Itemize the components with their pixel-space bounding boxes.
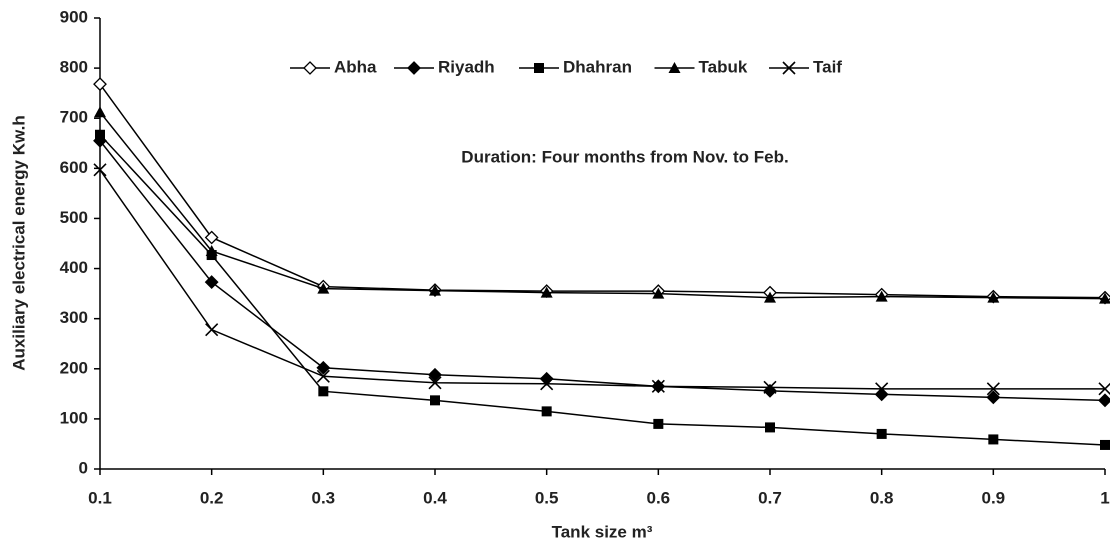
marker: [765, 422, 775, 433]
marker: [668, 62, 681, 73]
marker: [428, 376, 442, 390]
y-tick-label: 900: [60, 7, 88, 26]
x-tick-label: 0.8: [870, 488, 894, 507]
marker: [204, 275, 219, 290]
marker: [318, 386, 329, 397]
marker: [534, 63, 544, 73]
marker: [1100, 439, 1110, 450]
y-tick-label: 600: [60, 158, 88, 177]
y-tick-label: 800: [60, 58, 88, 77]
x-tick-label: 0.2: [200, 488, 224, 507]
marker: [316, 360, 331, 375]
legend-label: Dhahran: [563, 57, 632, 76]
series-line: [99, 83, 1106, 299]
y-tick-label: 500: [60, 208, 88, 227]
marker: [986, 382, 1000, 396]
marker: [874, 387, 889, 402]
marker: [782, 61, 796, 75]
marker: [540, 286, 553, 298]
x-tick-label: 0.6: [647, 488, 671, 507]
marker: [875, 382, 889, 396]
marker: [1098, 382, 1110, 396]
marker: [205, 323, 219, 337]
y-tick-label: 700: [60, 108, 88, 127]
marker: [764, 291, 776, 303]
marker: [653, 418, 664, 429]
marker: [317, 282, 330, 294]
series-line: [99, 169, 1105, 390]
marker: [430, 395, 440, 406]
marker: [93, 163, 107, 177]
marker: [93, 77, 107, 92]
marker: [541, 406, 552, 417]
marker: [763, 380, 777, 394]
annotation: Duration: Four months from Nov. to Feb.: [461, 147, 788, 166]
legend-label: Taif: [813, 57, 842, 76]
x-axis-label: Tank size m³: [552, 522, 653, 541]
x-tick-label: 0.1: [88, 488, 112, 507]
y-tick-label: 400: [60, 258, 88, 277]
marker: [986, 390, 1001, 405]
marker: [429, 284, 441, 296]
series-line: [99, 134, 1106, 446]
marker: [540, 377, 554, 391]
marker: [651, 379, 665, 393]
y-tick-label: 0: [79, 458, 88, 477]
marker: [303, 61, 317, 75]
y-tick-label: 300: [60, 308, 88, 327]
marker: [875, 290, 888, 302]
legend-label: Riyadh: [438, 57, 495, 76]
x-tick-label: 0.7: [758, 488, 782, 507]
y-tick-label: 100: [60, 408, 88, 427]
x-tick-label: 0.4: [423, 488, 447, 507]
marker: [428, 367, 442, 382]
marker: [876, 428, 887, 439]
series-line: [99, 140, 1106, 402]
x-tick-label: 0.9: [982, 488, 1006, 507]
legend-label: Abha: [334, 57, 377, 76]
series-line: [99, 111, 1106, 300]
marker: [987, 291, 1000, 303]
marker: [407, 61, 421, 75]
marker: [652, 287, 665, 299]
marker: [1098, 393, 1110, 408]
marker: [316, 369, 330, 383]
marker: [988, 434, 999, 445]
y-axis-label: Auxiliary electrical energy Kw.h: [9, 115, 28, 370]
y-tick-label: 200: [60, 358, 88, 377]
x-tick-label: 0.5: [535, 488, 559, 507]
x-tick-label: 0.3: [312, 488, 336, 507]
marker: [204, 230, 219, 245]
marker: [94, 106, 106, 118]
x-tick-label: 1: [1100, 488, 1109, 507]
marker: [95, 129, 105, 140]
legend-label: Tabuk: [699, 57, 748, 76]
marker: [1099, 292, 1110, 304]
marker: [205, 245, 218, 257]
